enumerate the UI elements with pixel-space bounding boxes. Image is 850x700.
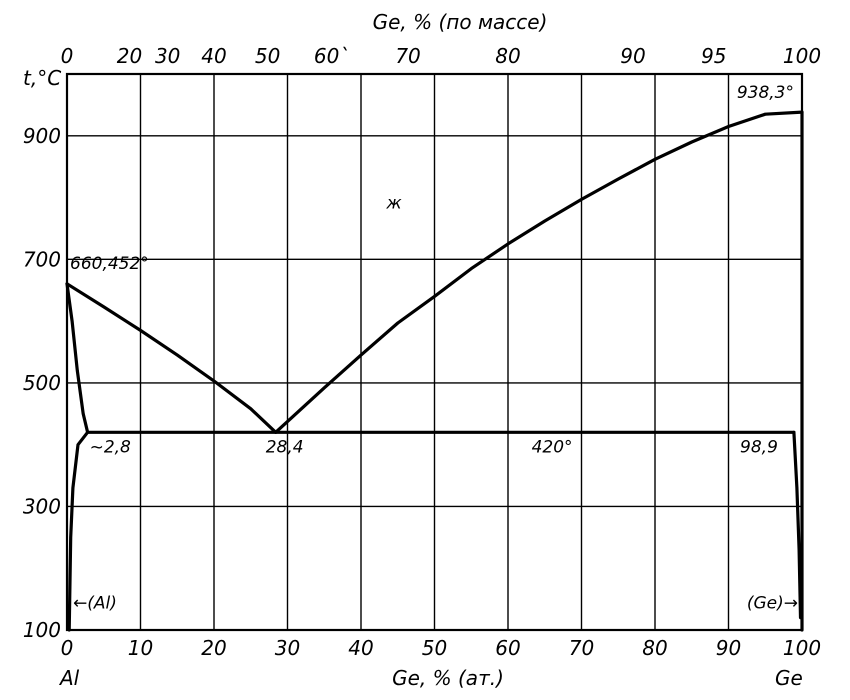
top-tick-label: 95	[701, 44, 726, 68]
x-end-label-right: Ge	[775, 666, 803, 690]
top-tick-label: 40	[201, 44, 226, 68]
y-tick-label: 700	[23, 247, 61, 271]
annotation-label: ж	[385, 194, 402, 214]
x-tick-label: 0	[61, 636, 74, 660]
x-tick-label: 90	[716, 636, 741, 660]
x-tick-label: 60	[495, 636, 520, 660]
x-tick-label: 70	[569, 636, 594, 660]
x-tick-label: 80	[642, 636, 667, 660]
x-tick-label: 100	[783, 636, 821, 660]
grid	[67, 74, 802, 630]
y-tick-label: 300	[23, 494, 61, 518]
annotation-label: ~2,8	[90, 437, 131, 457]
phase-line	[65, 282, 90, 434]
annotations: 660,452° 938,3° ж ~2,8 28,4 420° 98,9 ←(Al) (Ge)…	[70, 83, 798, 613]
top-tick-label: 30	[155, 44, 180, 68]
top-tick-label: 90	[620, 44, 645, 68]
top-tick-label: 60`	[314, 44, 349, 68]
top-tick-label: 50	[255, 44, 280, 68]
top-tick-label: 80	[495, 44, 520, 68]
annotation-label: 28,4	[266, 437, 304, 457]
x-tick-label: 50	[422, 636, 447, 660]
x-axis-title: Ge, % (ат.)	[392, 666, 504, 690]
x-end-label-left: Al	[58, 666, 80, 690]
y-tick-label: 500	[23, 371, 61, 395]
top-axis-title: Ge, % (по массе)	[373, 10, 548, 34]
annotation-label: ←(Al)	[73, 593, 117, 613]
y-tick-label: 100	[23, 618, 61, 642]
y-axis-title: t,°C	[23, 66, 61, 90]
top-tick-label: 0	[61, 44, 74, 68]
annotation-label: 98,9	[740, 437, 778, 457]
annotation-label: 938,3°	[737, 83, 794, 103]
annotation-label: (Ge)→	[747, 593, 798, 613]
phase-line	[792, 430, 803, 620]
annotation-label: 420°	[532, 437, 573, 457]
top-tick-label: 100	[783, 44, 821, 68]
phase-line	[274, 110, 804, 434]
annotation-label: 660,452°	[70, 254, 149, 274]
top-tick-label: 70	[395, 44, 420, 68]
x-tick-label: 20	[201, 636, 226, 660]
top-tick-label: 20	[117, 44, 142, 68]
y-tick-label: 900	[23, 124, 61, 148]
phase-curves	[65, 110, 804, 632]
x-tick-label: 10	[128, 636, 153, 660]
x-tick-label: 30	[275, 636, 300, 660]
phase-line	[67, 430, 90, 632]
x-tick-label: 40	[348, 636, 373, 660]
phase-line	[65, 282, 278, 434]
